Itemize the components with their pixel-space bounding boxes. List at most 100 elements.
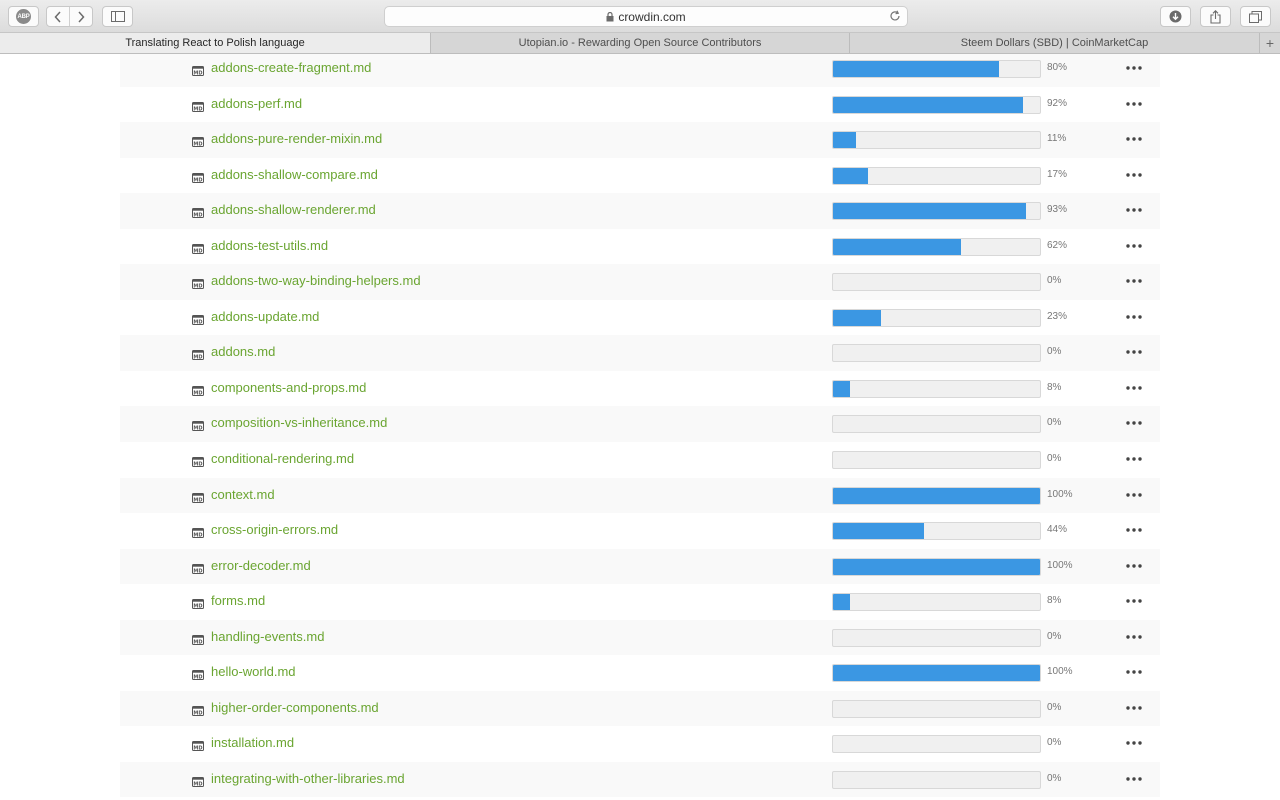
file-name-link[interactable]: addons-two-way-binding-helpers.md: [211, 273, 421, 289]
file-name-link[interactable]: context.md: [211, 486, 275, 502]
file-row: MD addons-shallow-renderer.md 93%: [120, 193, 1160, 229]
more-options-button[interactable]: [1122, 411, 1146, 435]
svg-text:MD: MD: [193, 391, 202, 396]
file-name-link[interactable]: addons-pure-render-mixin.md: [211, 131, 383, 147]
more-options-button[interactable]: [1122, 625, 1146, 649]
file-name-link[interactable]: addons-update.md: [211, 308, 320, 324]
translation-percent: 80%: [1047, 62, 1068, 73]
more-options-button[interactable]: [1122, 554, 1146, 578]
svg-text:MD: MD: [193, 568, 202, 573]
tab-translating-react[interactable]: Translating React to Polish language: [0, 33, 431, 53]
markdown-file-icon: MD: [192, 667, 204, 681]
tab-utopian[interactable]: Utopian.io - Rewarding Open Source Contr…: [431, 33, 850, 53]
markdown-file-icon: MD: [192, 703, 204, 716]
svg-text:MD: MD: [193, 675, 202, 680]
more-options-button[interactable]: [1122, 127, 1146, 151]
file-name-link[interactable]: composition-vs-inheritance.md: [211, 415, 388, 431]
tab-bar: Translating React to Polish language Uto…: [0, 33, 1280, 54]
svg-text:MD: MD: [193, 782, 202, 787]
markdown-file-icon: MD: [192, 454, 204, 468]
svg-text:MD: MD: [193, 142, 202, 147]
translation-progress-fill: [833, 487, 1040, 504]
translation-percent: 17%: [1047, 168, 1068, 180]
file-name-link[interactable]: addons-shallow-renderer.md: [211, 202, 376, 218]
more-options-button[interactable]: [1122, 589, 1146, 613]
file-name-link[interactable]: handling-events.md: [211, 628, 325, 644]
more-options-icon: [1126, 279, 1142, 283]
more-options-button[interactable]: [1122, 731, 1146, 755]
file-row: MD integrating-with-other-libraries.md 0…: [120, 761, 1160, 798]
more-options-button[interactable]: [1122, 163, 1146, 187]
translation-percent: 0%: [1047, 417, 1062, 429]
more-options-icon: [1126, 528, 1142, 532]
file-name-link[interactable]: addons-test-utils.md: [211, 237, 329, 253]
translation-progress-fill: [833, 96, 1024, 113]
back-button[interactable]: [47, 7, 69, 26]
file-name-link[interactable]: conditional-rendering.md: [211, 451, 355, 467]
file-name-link[interactable]: addons.md: [211, 344, 276, 360]
translation-progress-bar: [832, 95, 1041, 114]
svg-text:MD: MD: [193, 746, 202, 751]
more-options-button[interactable]: [1122, 376, 1146, 400]
more-options-button[interactable]: [1122, 92, 1146, 116]
translation-percent: 100%: [1047, 666, 1073, 678]
share-button[interactable]: [1200, 6, 1231, 27]
translation-percent: 100%: [1047, 559, 1073, 571]
more-options-button[interactable]: [1122, 483, 1146, 507]
more-options-button[interactable]: [1122, 269, 1146, 293]
more-options-icon: [1126, 208, 1142, 212]
chevron-left-icon: [54, 10, 61, 23]
more-options-button[interactable]: [1122, 340, 1146, 364]
adblock-icon: ABP: [16, 9, 31, 24]
file-name-link[interactable]: addons-create-fragment.md: [211, 60, 372, 75]
more-options-button[interactable]: [1122, 305, 1146, 329]
reload-button[interactable]: [889, 10, 901, 22]
more-options-button[interactable]: [1122, 767, 1146, 791]
lock-icon: [606, 11, 614, 22]
tab-label: Utopian.io - Rewarding Open Source Contr…: [518, 37, 762, 49]
file-name-link[interactable]: cross-origin-errors.md: [211, 522, 339, 538]
address-bar[interactable]: crowdin.com: [384, 6, 908, 27]
translation-percent: 8%: [1047, 595, 1062, 607]
translation-progress-fill: [833, 132, 856, 149]
new-tab-button[interactable]: +: [1260, 33, 1280, 53]
more-options-button[interactable]: [1122, 198, 1146, 222]
file-name-link[interactable]: addons-shallow-compare.md: [211, 166, 378, 182]
more-options-button[interactable]: [1122, 234, 1146, 258]
translation-progress-bar: [832, 522, 1041, 541]
translation-progress-bar: [832, 664, 1041, 683]
svg-text:MD: MD: [193, 71, 202, 76]
file-name-link[interactable]: forms.md: [211, 593, 266, 609]
file-name-link[interactable]: installation.md: [211, 735, 295, 751]
adblock-button[interactable]: ABP: [8, 6, 39, 27]
file-name-link[interactable]: components-and-props.md: [211, 379, 367, 395]
file-row: MD addons-test-utils.md 62%: [120, 228, 1160, 265]
markdown-file-icon: MD: [192, 276, 204, 290]
translation-percent: 0%: [1047, 275, 1062, 287]
downloads-button[interactable]: [1160, 6, 1191, 27]
file-name-link[interactable]: higher-order-components.md: [211, 699, 379, 715]
file-name-link[interactable]: addons-perf.md: [211, 95, 303, 111]
more-options-button[interactable]: [1122, 56, 1146, 80]
markdown-file-icon: MD: [192, 134, 204, 148]
show-all-tabs-button[interactable]: [1240, 6, 1271, 27]
file-name-link[interactable]: hello-world.md: [211, 664, 296, 680]
tab-coinmarketcap[interactable]: Steem Dollars (SBD) | CoinMarketCap: [850, 33, 1260, 53]
address-text: crowdin.com: [618, 9, 686, 24]
file-name-link[interactable]: error-decoder.md: [211, 557, 311, 573]
more-options-icon: [1126, 599, 1142, 603]
file-row: MD addons-create-fragment.md 80%: [120, 54, 1160, 87]
forward-button[interactable]: [69, 7, 92, 26]
markdown-file-icon: MD: [192, 241, 204, 254]
file-row: MD addons-shallow-compare.md 17%: [120, 157, 1160, 194]
more-options-button[interactable]: [1122, 518, 1146, 542]
translation-progress-fill: [833, 61, 999, 77]
translation-progress-bar: [832, 486, 1041, 505]
more-options-button[interactable]: [1122, 660, 1146, 684]
sidebar-toggle-button[interactable]: [102, 6, 133, 27]
more-options-button[interactable]: [1122, 447, 1146, 471]
file-name-link[interactable]: integrating-with-other-libraries.md: [211, 770, 405, 786]
more-options-button[interactable]: [1122, 696, 1146, 720]
browser-toolbar: ABP crowdin.com: [0, 0, 1280, 33]
translation-percent: 0%: [1047, 701, 1062, 713]
